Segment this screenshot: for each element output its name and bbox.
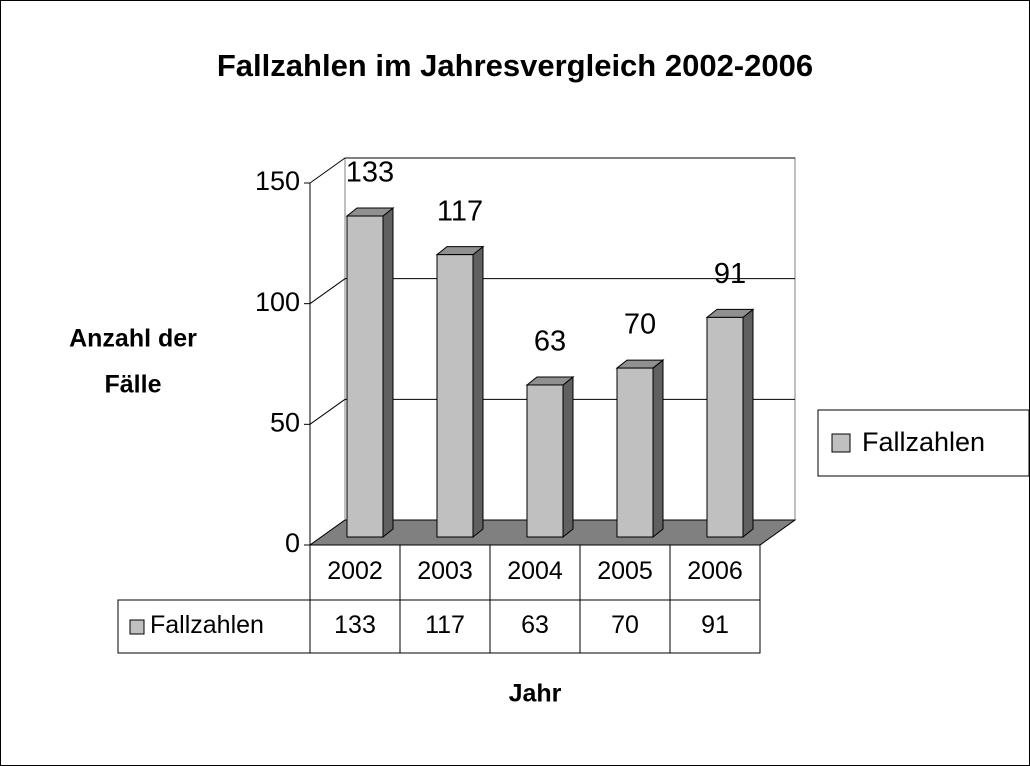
grid-line (309, 278, 346, 305)
bar-side (382, 206, 394, 539)
legend-box (817, 409, 1030, 477)
y-tick-label: 0 (285, 528, 300, 558)
bar (436, 254, 474, 538)
y-tick-label: 50 (270, 407, 300, 437)
table-value: 91 (701, 611, 729, 639)
bar-side (562, 375, 574, 539)
grid-line (309, 519, 346, 546)
legend-key (831, 433, 851, 453)
bar (706, 316, 744, 538)
y-tick-label: 100 (255, 287, 300, 317)
bar-side (742, 308, 754, 539)
table-legend-label: Fallzahlen (150, 611, 264, 639)
x-tick-label: 2006 (687, 557, 743, 585)
table-grid (759, 519, 796, 546)
table-value: 133 (334, 611, 376, 639)
bar-side (652, 359, 664, 539)
chart-title: Fallzahlen im Jahresvergleich 2002-2006 (217, 48, 813, 83)
y-axis-title: Fälle (105, 371, 162, 399)
data-label: 70 (624, 309, 656, 341)
x-tick-label: 2005 (597, 557, 653, 585)
table-legend-key (129, 619, 145, 635)
grid-line (309, 398, 346, 425)
x-tick-label: 2003 (417, 557, 473, 585)
table-value: 117 (425, 611, 465, 639)
table-value: 63 (521, 611, 549, 639)
x-tick-label: 2004 (507, 557, 563, 585)
y-axis-title: Anzahl der (69, 325, 197, 353)
bar (526, 384, 564, 538)
data-label: 91 (714, 258, 746, 290)
x-tick-label: 2002 (327, 557, 383, 585)
x-axis-title: Jahr (509, 680, 562, 708)
bar-side (472, 245, 484, 539)
grid-line (309, 157, 346, 184)
data-label: 63 (534, 326, 566, 358)
legend-label: Fallzahlen (862, 427, 985, 457)
data-label: 117 (437, 195, 483, 227)
data-label: 133 (346, 157, 394, 189)
table-grid (117, 544, 761, 654)
bar (346, 215, 384, 538)
table-value: 70 (611, 611, 639, 639)
bar (616, 367, 654, 538)
y-tick-label: 150 (255, 166, 300, 196)
